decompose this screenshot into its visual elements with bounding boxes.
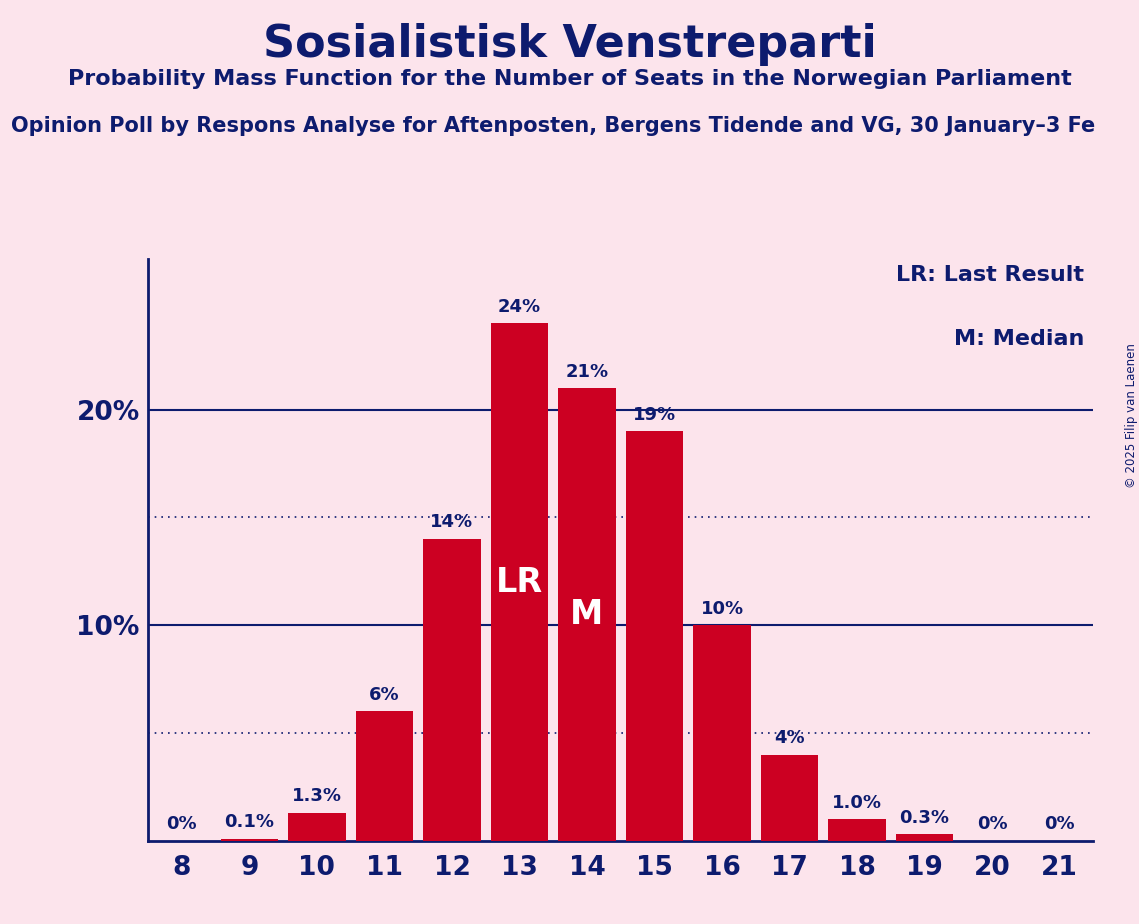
Text: LR: LR: [495, 565, 543, 599]
Text: 14%: 14%: [431, 514, 474, 531]
Bar: [288, 813, 345, 841]
Text: LR: Last Result: LR: Last Result: [896, 264, 1084, 285]
Bar: [761, 755, 818, 841]
Text: 10%: 10%: [700, 600, 744, 618]
Text: Probability Mass Function for the Number of Seats in the Norwegian Parliament: Probability Mass Function for the Number…: [67, 69, 1072, 90]
Bar: [694, 626, 751, 841]
Text: 19%: 19%: [633, 406, 677, 423]
Bar: [828, 820, 886, 841]
Text: Sosialistisk Venstreparti: Sosialistisk Venstreparti: [263, 23, 876, 67]
Text: M: Median: M: Median: [953, 329, 1084, 348]
Text: Opinion Poll by Respons Analyse for Aftenposten, Bergens Tidende and VG, 30 Janu: Opinion Poll by Respons Analyse for Afte…: [11, 116, 1096, 136]
Text: 4%: 4%: [775, 729, 805, 747]
Text: 1.3%: 1.3%: [292, 787, 342, 805]
Text: 6%: 6%: [369, 686, 400, 704]
Text: 0%: 0%: [166, 815, 197, 833]
Text: 24%: 24%: [498, 298, 541, 316]
Text: 0.3%: 0.3%: [900, 808, 950, 827]
Bar: [896, 834, 953, 841]
Text: © 2025 Filip van Laenen: © 2025 Filip van Laenen: [1124, 344, 1138, 488]
Text: 21%: 21%: [565, 362, 608, 381]
Bar: [625, 432, 683, 841]
Text: 0%: 0%: [1044, 815, 1075, 833]
Bar: [424, 539, 481, 841]
Bar: [221, 839, 278, 841]
Text: M: M: [571, 598, 604, 631]
Text: 0.1%: 0.1%: [224, 813, 274, 832]
Text: 1.0%: 1.0%: [833, 794, 882, 812]
Bar: [558, 388, 616, 841]
Bar: [491, 323, 548, 841]
Text: 0%: 0%: [977, 815, 1008, 833]
Bar: [355, 711, 413, 841]
